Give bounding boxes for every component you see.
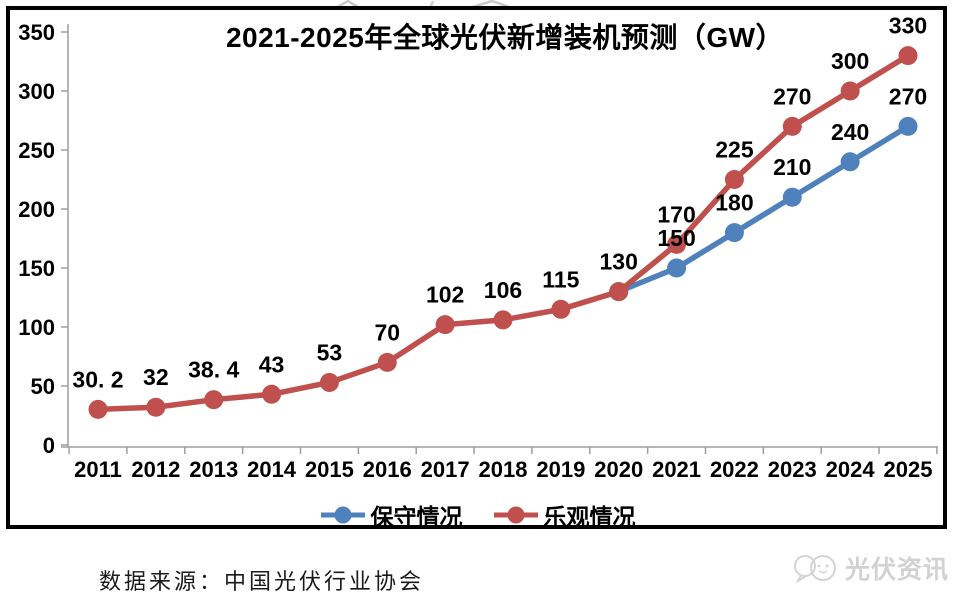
svg-text:100: 100 <box>18 315 55 340</box>
chart-title: 2021-2025年全球光伏新增装机预测（GW） <box>225 22 785 53</box>
chart-frame <box>6 6 947 529</box>
svg-text:240: 240 <box>831 119 869 145</box>
svg-text:2021: 2021 <box>652 457 701 482</box>
legend-item-optimistic: 乐观情况 <box>493 498 636 532</box>
legend: 保守情况 乐观情况 <box>0 498 955 532</box>
svg-text:2014: 2014 <box>247 457 297 482</box>
svg-text:102: 102 <box>426 282 464 308</box>
legend-label-optimistic: 乐观情况 <box>543 504 636 530</box>
brand-watermark: 光伏资讯 <box>793 550 949 586</box>
svg-text:30. 2: 30. 2 <box>72 366 123 392</box>
svg-text:38. 4: 38. 4 <box>188 357 239 383</box>
svg-text:32: 32 <box>143 364 169 390</box>
data-source-note: 数据来源：中国光伏行业协会 <box>99 569 425 594</box>
svg-text:70: 70 <box>374 319 400 345</box>
svg-text:2011: 2011 <box>74 457 122 482</box>
svg-text:2023: 2023 <box>768 457 817 482</box>
svg-text:150: 150 <box>657 225 695 251</box>
svg-text:2017: 2017 <box>421 457 470 482</box>
svg-text:150: 150 <box>18 256 55 281</box>
svg-text:170: 170 <box>657 201 695 227</box>
svg-text:2016: 2016 <box>363 457 412 482</box>
svg-text:200: 200 <box>18 197 55 222</box>
svg-text:330: 330 <box>889 13 927 39</box>
svg-text:300: 300 <box>18 79 55 104</box>
svg-text:115: 115 <box>542 266 579 292</box>
legend-label-conservative: 保守情况 <box>370 504 463 530</box>
svg-text:350: 350 <box>18 20 55 45</box>
svg-text:2020: 2020 <box>594 457 643 482</box>
svg-text:270: 270 <box>773 83 811 109</box>
svg-text:2022: 2022 <box>710 457 759 482</box>
svg-text:180: 180 <box>715 190 753 216</box>
svg-text:2018: 2018 <box>479 457 528 482</box>
chat-bubbles-logo-icon <box>794 555 836 584</box>
svg-text:225: 225 <box>715 137 754 163</box>
svg-text:106: 106 <box>484 277 522 303</box>
svg-text:300: 300 <box>831 48 869 74</box>
svg-text:53: 53 <box>317 339 343 365</box>
svg-text:43: 43 <box>259 351 285 377</box>
svg-text:2015: 2015 <box>305 457 354 482</box>
conservative-line-marker-icon <box>320 506 365 524</box>
svg-text:2013: 2013 <box>189 457 238 482</box>
optimistic-line-marker-icon <box>493 506 538 524</box>
svg-text:130: 130 <box>600 249 638 275</box>
svg-text:50: 50 <box>31 374 55 399</box>
svg-text:250: 250 <box>18 138 55 163</box>
brand-watermark-label: 光伏资讯 <box>845 556 950 584</box>
svg-text:270: 270 <box>889 83 927 109</box>
svg-text:2019: 2019 <box>536 457 585 482</box>
svg-text:210: 210 <box>773 154 811 180</box>
svg-text:0: 0 <box>43 433 55 458</box>
svg-text:2012: 2012 <box>131 457 180 482</box>
svg-text:2024: 2024 <box>826 457 876 482</box>
legend-item-conservative: 保守情况 <box>320 498 463 532</box>
svg-text:2025: 2025 <box>884 457 933 482</box>
